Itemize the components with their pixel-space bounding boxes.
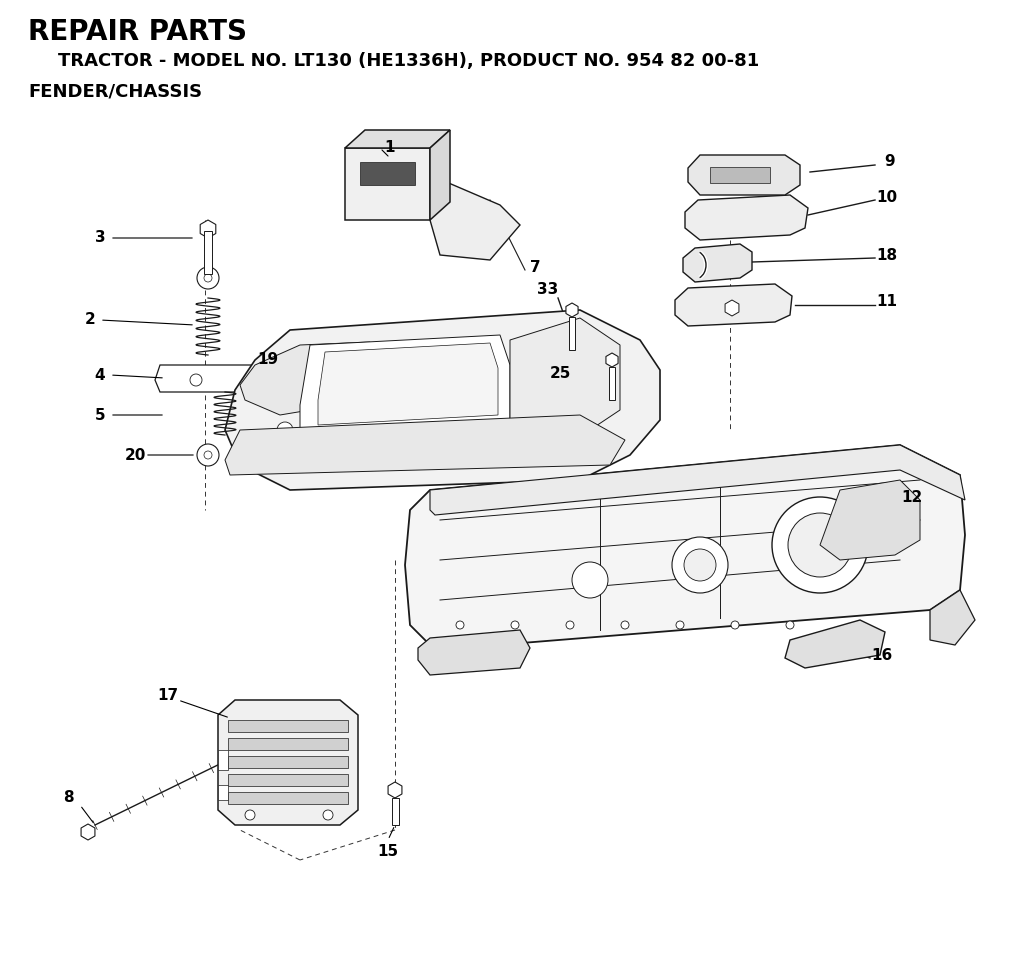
- Circle shape: [572, 562, 608, 598]
- Polygon shape: [675, 284, 792, 326]
- Text: 15: 15: [378, 844, 398, 859]
- Circle shape: [788, 513, 852, 577]
- Text: 7: 7: [529, 260, 541, 276]
- Text: 10: 10: [877, 189, 898, 205]
- Polygon shape: [685, 195, 808, 240]
- Polygon shape: [725, 300, 739, 316]
- Polygon shape: [510, 318, 620, 440]
- Polygon shape: [218, 750, 228, 770]
- Polygon shape: [228, 720, 348, 732]
- Polygon shape: [391, 798, 398, 825]
- Circle shape: [278, 422, 293, 438]
- Circle shape: [728, 304, 736, 312]
- Text: 20: 20: [124, 448, 145, 462]
- Polygon shape: [218, 785, 228, 800]
- Circle shape: [197, 267, 219, 289]
- Text: 8: 8: [62, 790, 74, 806]
- Circle shape: [511, 621, 519, 629]
- Circle shape: [715, 170, 725, 180]
- Polygon shape: [218, 700, 358, 825]
- Polygon shape: [360, 162, 415, 185]
- Text: 5: 5: [94, 408, 105, 422]
- Polygon shape: [406, 445, 965, 650]
- Text: FENDER/CHASSIS: FENDER/CHASSIS: [28, 82, 202, 100]
- Polygon shape: [81, 824, 95, 840]
- Circle shape: [204, 274, 212, 282]
- Polygon shape: [201, 220, 216, 238]
- Polygon shape: [225, 415, 625, 475]
- Circle shape: [676, 621, 684, 629]
- Text: 16: 16: [871, 648, 893, 662]
- Text: 4: 4: [94, 367, 105, 383]
- Polygon shape: [240, 342, 370, 415]
- Text: 33: 33: [538, 282, 559, 298]
- Text: 9: 9: [885, 154, 895, 169]
- Circle shape: [190, 374, 202, 386]
- Polygon shape: [345, 130, 450, 148]
- Polygon shape: [688, 155, 800, 195]
- Polygon shape: [569, 317, 575, 350]
- Polygon shape: [300, 335, 510, 435]
- Polygon shape: [785, 620, 885, 668]
- Circle shape: [684, 549, 716, 581]
- Circle shape: [197, 444, 219, 466]
- Circle shape: [245, 810, 255, 820]
- Circle shape: [731, 621, 739, 629]
- Polygon shape: [228, 738, 348, 750]
- Text: 17: 17: [158, 687, 178, 702]
- Text: 25: 25: [549, 366, 570, 381]
- Polygon shape: [930, 590, 975, 645]
- Polygon shape: [228, 792, 348, 804]
- Polygon shape: [418, 630, 530, 675]
- Polygon shape: [155, 365, 265, 392]
- Text: TRACTOR - MODEL NO. LT130 (HE1336H), PRODUCT NO. 954 82 00-81: TRACTOR - MODEL NO. LT130 (HE1336H), PRO…: [58, 52, 759, 70]
- Polygon shape: [228, 756, 348, 768]
- Text: 18: 18: [877, 248, 898, 262]
- Polygon shape: [820, 480, 920, 560]
- Polygon shape: [204, 231, 212, 274]
- Text: 1: 1: [385, 141, 395, 155]
- Polygon shape: [225, 310, 660, 490]
- Text: 11: 11: [877, 295, 897, 309]
- Polygon shape: [228, 774, 348, 786]
- Polygon shape: [683, 244, 752, 282]
- Polygon shape: [710, 167, 770, 183]
- Circle shape: [456, 621, 464, 629]
- Text: 2: 2: [85, 313, 95, 327]
- Text: 3: 3: [94, 231, 105, 246]
- Circle shape: [672, 537, 728, 593]
- Circle shape: [786, 621, 794, 629]
- Polygon shape: [609, 367, 615, 400]
- Circle shape: [621, 621, 629, 629]
- Polygon shape: [430, 445, 965, 515]
- Polygon shape: [388, 782, 402, 798]
- Circle shape: [566, 621, 574, 629]
- Text: 12: 12: [901, 489, 923, 504]
- Polygon shape: [345, 148, 430, 220]
- Polygon shape: [318, 343, 498, 425]
- Polygon shape: [430, 175, 520, 260]
- Text: 19: 19: [257, 352, 279, 367]
- Polygon shape: [430, 130, 450, 220]
- Polygon shape: [606, 353, 618, 367]
- Polygon shape: [566, 303, 579, 317]
- Circle shape: [204, 451, 212, 459]
- Text: REPAIR PARTS: REPAIR PARTS: [28, 18, 247, 46]
- Circle shape: [772, 497, 868, 593]
- Circle shape: [323, 810, 333, 820]
